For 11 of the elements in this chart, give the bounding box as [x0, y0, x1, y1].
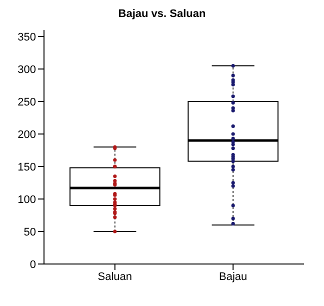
y-tick-label: 250	[18, 96, 36, 108]
y-tick-label: 150	[18, 161, 36, 174]
chart-title: Bajau vs. Saluan	[117, 8, 207, 20]
y-tick-label: 300	[18, 64, 36, 76]
y-tick-label: 350	[18, 31, 36, 44]
x-tick-label: Saluan	[98, 270, 132, 283]
y-tick-label: 100	[18, 194, 36, 206]
y-tick-label: 50	[24, 226, 36, 238]
y-tick-label: 200	[18, 128, 36, 141]
y-tick-label: 0	[30, 258, 36, 271]
x-tick-label: Bajau	[219, 270, 248, 283]
